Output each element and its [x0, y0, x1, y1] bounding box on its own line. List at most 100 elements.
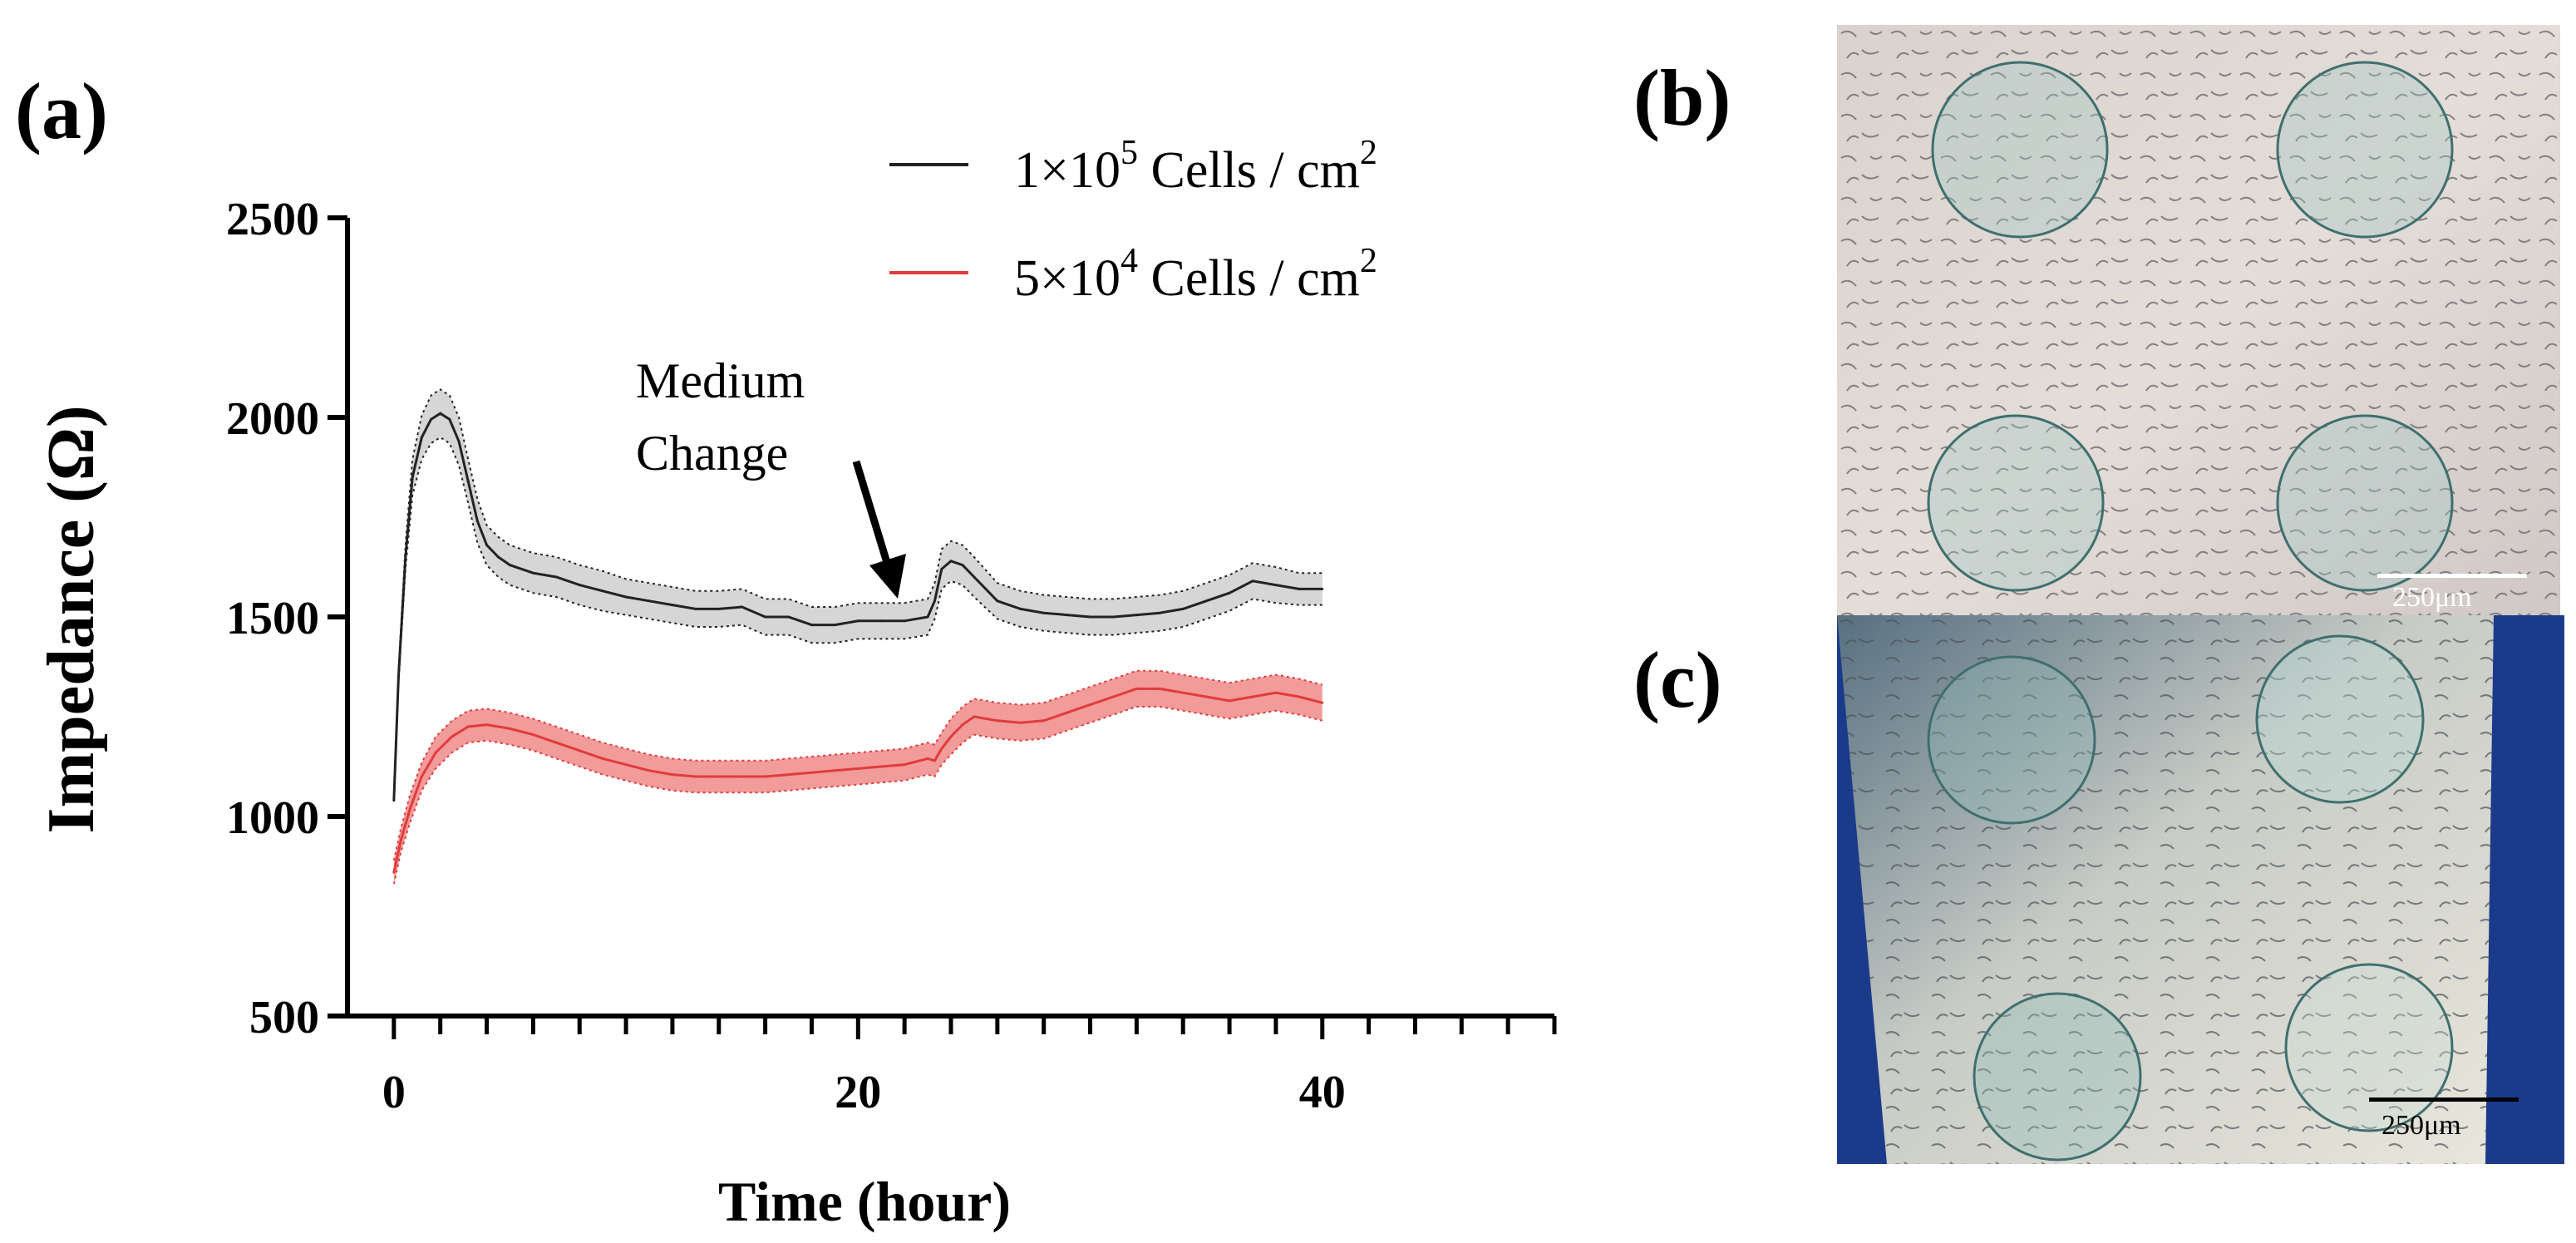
series-1-point: [578, 749, 581, 752]
series-0-point: [448, 417, 451, 421]
series-0-point: [624, 595, 628, 599]
series-0-point: [1066, 614, 1069, 617]
series-1-point: [648, 769, 651, 772]
series-0-point: [973, 575, 976, 579]
series-0-point: [1019, 607, 1022, 610]
series-1-point: [1111, 695, 1115, 698]
series-0-point: [810, 624, 813, 627]
series-1-point: [810, 771, 813, 774]
series-1-point: [671, 773, 674, 777]
series-1-point: [1019, 721, 1022, 724]
series-1-point: [694, 775, 697, 778]
series-1-point: [1042, 719, 1046, 723]
x-tick-label: 40: [1299, 1067, 1346, 1118]
series-1-point: [833, 769, 836, 772]
series-0-point: [787, 615, 791, 619]
series-0-point: [764, 615, 767, 619]
scalebar-b-label: 250μm: [2392, 582, 2472, 613]
electrode-c-2: [2255, 634, 2425, 804]
series-1-point: [531, 733, 534, 737]
series-0-point: [741, 605, 744, 609]
series-1-point: [1158, 687, 1161, 690]
scalebar-b: [2377, 574, 2527, 578]
series-1-point: [1228, 699, 1231, 703]
series-1-point: [879, 765, 883, 768]
series-0-point: [648, 599, 651, 603]
series-1-point: [787, 773, 791, 777]
series-0-point: [578, 584, 581, 587]
series-1-point: [624, 763, 628, 767]
series-0-band-upper: [392, 388, 1322, 801]
series-0-point: [508, 564, 511, 567]
electrode-b-1: [1931, 61, 2109, 239]
panel-label-c: (c): [1633, 635, 1722, 724]
series-0-point: [996, 599, 999, 603]
x-axis-title: Time (hour): [718, 1170, 1011, 1233]
series-0-point: [1158, 611, 1161, 614]
annotation-medium: Medium: [636, 353, 805, 408]
series-1-point: [434, 751, 437, 754]
series-0-point: [1274, 584, 1278, 587]
series-1-point: [961, 723, 964, 727]
y-tick-label: 2000: [226, 393, 319, 445]
series-0-point: [457, 440, 461, 443]
series-0-point: [833, 624, 836, 627]
series-0-point: [475, 520, 479, 523]
electrode-c-1: [1927, 655, 2096, 825]
series-0-point: [717, 607, 721, 610]
series-1-point: [1298, 695, 1301, 698]
series-0-point: [926, 615, 929, 619]
series-0-point: [411, 476, 414, 479]
series-1-point: [856, 767, 859, 770]
series-0-point: [1042, 611, 1046, 614]
series-1-point: [451, 735, 454, 738]
series-1-point: [601, 757, 604, 760]
series-1-point: [949, 735, 953, 738]
series-0-point: [903, 619, 906, 623]
series-1-point: [399, 839, 402, 842]
series-1-point: [973, 715, 976, 718]
electrode-b-2: [2276, 61, 2454, 239]
series-0-point: [949, 560, 953, 563]
series-1-point: [1089, 703, 1092, 707]
y-axis-title: Impedance (Ω): [35, 405, 108, 833]
x-tick-label: 20: [835, 1067, 881, 1118]
series-0-point: [485, 544, 489, 547]
annotation-arrowhead: [869, 554, 906, 599]
series-1-point: [1066, 711, 1069, 714]
impedance-chart: 500 1000 1500 2000 2500 0 20 40 Medium Change T…: [35, 134, 1557, 1233]
y-tick-label: 1000: [226, 792, 319, 844]
series-1-point: [717, 775, 721, 778]
legend-label-red: 5×104 Cells / cm2: [1014, 242, 1377, 307]
series-1-point: [1251, 695, 1254, 698]
scalebar-c: [2369, 1097, 2519, 1102]
series-0-point: [961, 564, 964, 567]
series-1-point: [1321, 701, 1324, 704]
series-1-point: [554, 741, 558, 744]
series-1-point: [466, 725, 470, 728]
series-0-point: [1135, 614, 1138, 617]
chart-bands: [392, 388, 1323, 885]
series-1-point: [408, 806, 411, 810]
series-1-point: [1204, 695, 1208, 698]
series-1-point: [741, 775, 744, 778]
electrode-b-4: [2276, 414, 2454, 592]
series-0-point: [430, 417, 433, 421]
series-0-point: [531, 571, 534, 575]
series-0-point: [694, 607, 697, 610]
series-0-band-lower: [392, 436, 1322, 801]
series-0-point: [671, 604, 674, 607]
series-1-point: [940, 747, 943, 750]
series-1-point: [392, 871, 396, 874]
series-0-point: [933, 599, 936, 603]
series-0-point: [497, 555, 500, 559]
series-1-point: [1274, 691, 1278, 694]
series-1-point: [1181, 691, 1185, 694]
series-0-point: [940, 567, 943, 570]
electrode-c-3: [1973, 992, 2142, 1162]
series-1-band-upper: [392, 669, 1323, 861]
series-0-point: [392, 799, 396, 802]
y-tick-label: 2500: [226, 194, 319, 245]
series-0-point: [1181, 607, 1185, 610]
series-1-point: [926, 757, 929, 760]
